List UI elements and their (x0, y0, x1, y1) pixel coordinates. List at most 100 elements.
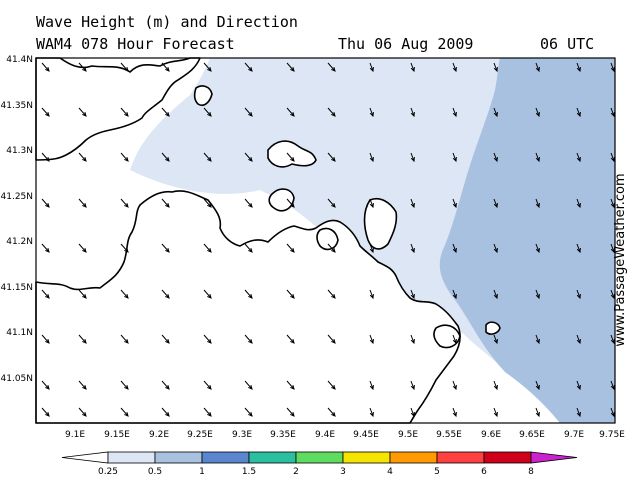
direction-arrow (78, 198, 87, 208)
direction-arrow (452, 334, 457, 345)
wave-band-0-5 (439, 58, 615, 423)
direction-arrow (452, 62, 457, 73)
legend-swatch (436, 451, 485, 464)
direction-arrow (120, 243, 129, 253)
sardinia-coastline (35, 190, 461, 424)
direction-arrow (78, 334, 87, 344)
direction-arrow (410, 198, 415, 209)
direction-arrow (452, 289, 457, 300)
direction-arrow (493, 289, 498, 300)
direction-arrow (535, 243, 540, 254)
lon-label: 9.25E (187, 430, 213, 440)
direction-arrow (78, 152, 87, 162)
direction-arrow (610, 198, 615, 209)
direction-arrow (327, 334, 336, 344)
direction-arrow (203, 62, 212, 72)
direction-arrow (41, 198, 50, 208)
direction-arrow (369, 62, 374, 73)
direction-arrow (576, 243, 581, 254)
direction-arrow (535, 198, 540, 209)
direction-arrow (41, 107, 50, 117)
direction-arrow (120, 62, 129, 72)
lat-label: 41.2N (6, 237, 33, 247)
direction-arrow (41, 407, 50, 417)
forecast-subtitle: WAM4 078 Hour Forecast (36, 35, 235, 53)
direction-arrow (327, 107, 336, 117)
direction-arrow (493, 107, 498, 118)
direction-arrow (120, 407, 129, 417)
direction-arrow (576, 152, 581, 163)
legend-label: 6 (481, 467, 487, 477)
legend-swatch (342, 451, 391, 464)
lon-label: 9.35E (270, 430, 296, 440)
direction-arrow (120, 334, 129, 344)
direction-arrow (41, 152, 50, 162)
map-frame (35, 57, 616, 424)
direction-arrow (78, 243, 87, 253)
legend-label: 5 (434, 467, 440, 477)
direction-arrow (576, 380, 581, 391)
lon-label: 9.1E (65, 430, 85, 440)
direction-arrow (410, 289, 415, 300)
direction-arrow (610, 62, 615, 73)
lon-label: 9.75E (599, 430, 625, 440)
direction-arrow (244, 243, 253, 253)
direction-arrow (369, 334, 374, 345)
lat-label: 41.25N (1, 192, 34, 202)
direction-arrow (610, 107, 615, 118)
lon-label: 9.3E (232, 430, 252, 440)
direction-arrow (78, 62, 87, 72)
direction-arrow (452, 152, 457, 163)
direction-arrow (161, 380, 170, 390)
direction-arrow (576, 334, 581, 345)
direction-arrow (286, 380, 295, 390)
direction-arrow (203, 380, 212, 390)
direction-arrow (452, 380, 457, 391)
direction-arrow (410, 380, 415, 391)
direction-arrow (327, 289, 336, 299)
direction-arrow (493, 407, 498, 418)
direction-arrow (493, 334, 498, 345)
direction-arrow (286, 289, 295, 299)
direction-arrow (203, 107, 212, 117)
direction-arrow (576, 289, 581, 300)
direction-arrow (610, 152, 615, 163)
direction-arrow (161, 334, 170, 344)
direction-arrow (244, 289, 253, 299)
direction-arrow (244, 407, 253, 417)
legend-swatch (248, 451, 297, 464)
direction-arrow (535, 289, 540, 300)
lon-label: 9.4E (315, 430, 335, 440)
direction-arrow (41, 334, 50, 344)
direction-arrow (41, 289, 50, 299)
direction-arrow (410, 243, 415, 254)
lon-label: 9.45E (353, 430, 379, 440)
direction-arrow (535, 407, 540, 418)
longitude-labels: 9.1E 9.15E 9.2E 9.25E 9.3E 9.35E 9.4E 9.… (65, 430, 625, 440)
direction-arrow (452, 243, 457, 254)
wave-height-legend: 0.25 0.5 1 1.5 2 3 4 5 6 8 (61, 451, 578, 477)
direction-arrow (120, 289, 129, 299)
legend-swatch (295, 451, 344, 464)
direction-arrow (610, 289, 615, 300)
watermark-text: www.PassageWeather.com (613, 173, 628, 346)
lon-label: 9.55E (436, 430, 462, 440)
direction-arrow (369, 152, 374, 163)
lat-label: 41.05N (1, 374, 34, 384)
direction-arrow (493, 152, 498, 163)
direction-arrow (452, 407, 457, 418)
direction-arrow (410, 152, 415, 163)
watermark: www.PassageWeather.com (613, 173, 628, 346)
direction-arrow (369, 107, 374, 118)
latitude-labels: 41.4N 41.35N 41.3N 41.25N 41.2N 41.15N 4… (1, 55, 34, 384)
direction-arrow (203, 243, 212, 253)
forecast-time: 06 UTC (540, 35, 595, 53)
direction-arrow (576, 62, 581, 73)
direction-arrow (610, 407, 615, 418)
direction-arrow (286, 107, 295, 117)
direction-arrow (369, 243, 374, 254)
legend-label: 1 (199, 467, 205, 477)
direction-arrow (244, 380, 253, 390)
direction-arrow (610, 334, 615, 345)
direction-arrow (120, 107, 129, 117)
